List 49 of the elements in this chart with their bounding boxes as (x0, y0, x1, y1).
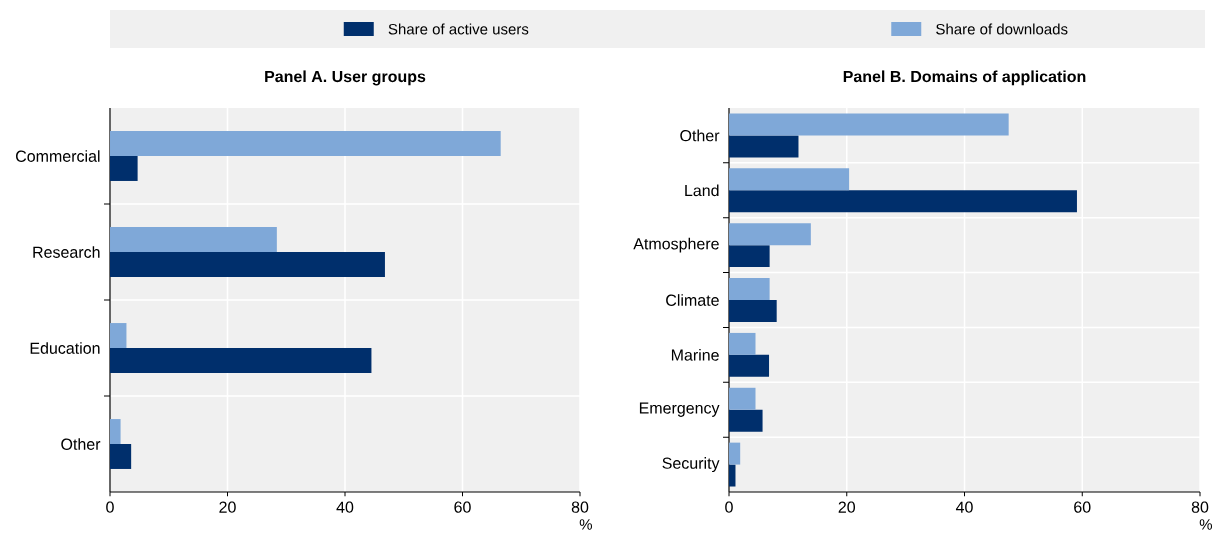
bar (110, 131, 501, 157)
bar (729, 135, 799, 158)
x-tick-label: 80 (1191, 501, 1209, 513)
y-tick-label: Research (33, 246, 100, 258)
x-tick-label: 40 (955, 501, 973, 513)
bar (729, 442, 741, 465)
x-tick-label: 40 (336, 501, 354, 513)
x-tick-label: 80 (571, 501, 589, 513)
bar (729, 190, 1077, 213)
bar (729, 300, 777, 322)
bar (110, 252, 385, 277)
bar (729, 168, 850, 191)
x-tick-label: 60 (454, 501, 471, 513)
x-axis-title: % (1199, 519, 1212, 530)
y-tick-label: Atmosphere (633, 237, 719, 253)
bar (110, 156, 138, 181)
y-tick-label: Other (61, 438, 101, 450)
y-tick-label: Emergency (639, 402, 720, 417)
bar (110, 419, 121, 445)
legend-label: Share of active users (388, 23, 529, 35)
y-tick-label: Other (680, 129, 720, 142)
x-tick-label: 0 (106, 501, 114, 513)
x-axis-title: % (579, 519, 592, 530)
y-tick-label: Education (30, 342, 100, 354)
bar (729, 113, 1009, 136)
y-tick-label: Marine (671, 348, 719, 361)
bar (110, 348, 372, 373)
bar (110, 227, 277, 253)
x-tick-label: 20 (219, 501, 236, 513)
x-tick-label: 60 (1074, 501, 1091, 513)
bar (729, 354, 770, 377)
y-tick-label: Commercial (16, 150, 100, 162)
y-tick-label: Climate (666, 294, 719, 306)
bar (729, 332, 756, 355)
bar (729, 223, 811, 246)
y-tick-label: Security (662, 457, 720, 473)
bar (729, 278, 770, 301)
y-tick-label: Land (685, 184, 719, 197)
x-tick-label: 20 (838, 501, 856, 513)
chart-title: Panel B. Domains of application (843, 70, 1086, 86)
chart-title: Panel A. User groups (265, 70, 426, 86)
bar (729, 464, 736, 487)
x-tick-label: 0 (725, 501, 733, 513)
bar (110, 323, 127, 348)
bar (729, 245, 770, 268)
bar (729, 409, 763, 432)
bar (729, 387, 756, 410)
legend-label: Share of downloads (936, 23, 1068, 35)
bar (110, 444, 132, 469)
